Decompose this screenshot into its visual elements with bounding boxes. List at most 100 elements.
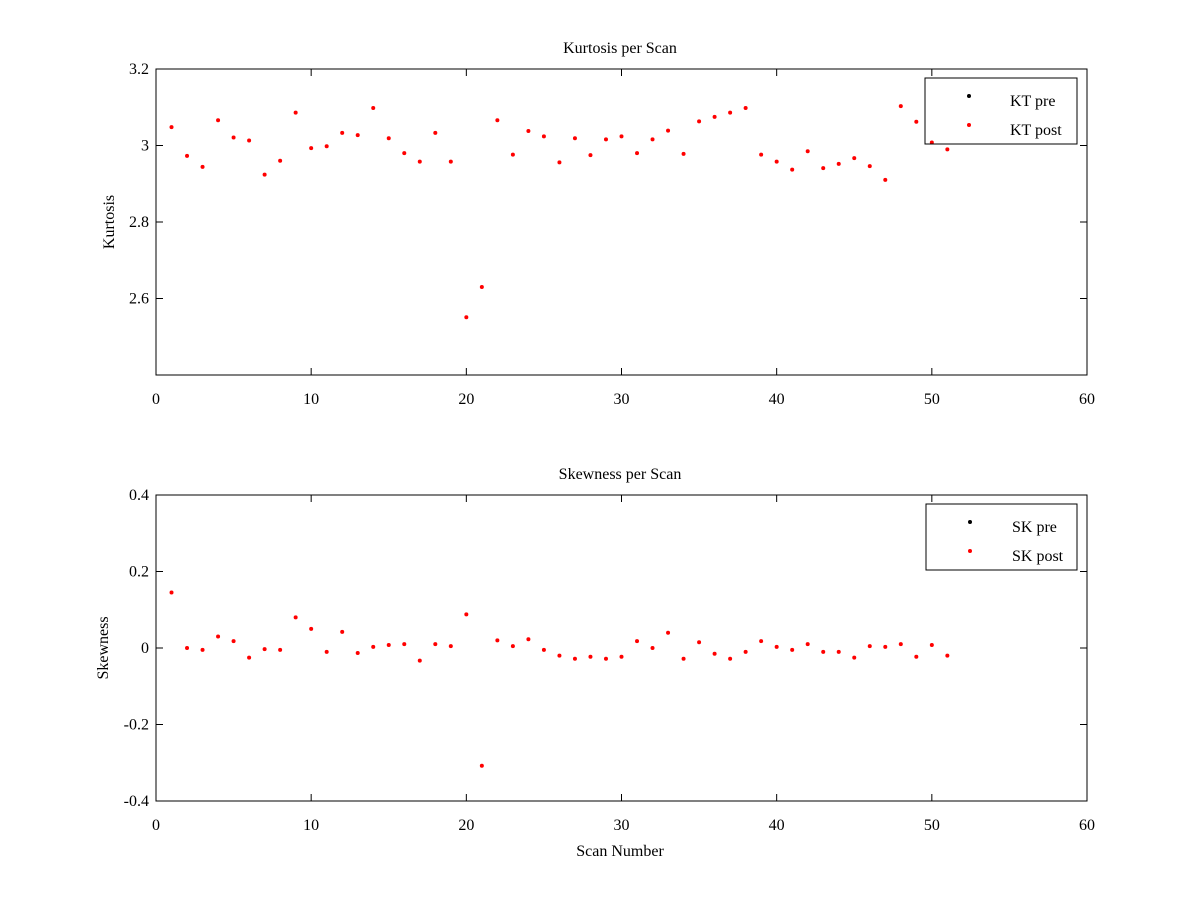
data-point-kt-post	[681, 151, 686, 156]
x-tick-label: 10	[303, 391, 319, 408]
legend: SK pre SK post	[925, 503, 1078, 571]
legend-label-sk-pre: SK pre	[1012, 519, 1057, 536]
data-point-kt-post	[588, 153, 593, 158]
y-tick-label: 2.6	[129, 291, 149, 308]
data-point-kt-post	[479, 285, 484, 290]
data-point-kt-post	[185, 153, 190, 158]
legend-label-kt-post: KT post	[1010, 122, 1062, 139]
data-point-sk-post	[324, 649, 329, 654]
chart-title: Kurtosis per Scan	[563, 40, 677, 57]
data-point-kt-post	[572, 136, 577, 141]
data-point-sk-post	[185, 646, 190, 650]
data-point-sk-post	[774, 644, 779, 649]
data-point-sk-post	[603, 656, 608, 661]
data-point-kt-post	[836, 161, 841, 166]
data-point-kt-post	[603, 137, 608, 142]
data-point-sk-post	[635, 639, 640, 644]
data-point-sk-post	[448, 644, 453, 649]
data-point-kt-post	[743, 106, 748, 111]
x-tick-label: 30	[614, 391, 630, 408]
data-point-sk-post	[464, 612, 469, 617]
legend: KT pre KT post	[924, 77, 1078, 145]
data-point-kt-post	[371, 106, 376, 111]
x-tick-label: 60	[1079, 391, 1095, 408]
data-point-sk-post	[867, 644, 872, 649]
data-point-sk-post	[821, 649, 826, 654]
data-point-sk-post	[914, 654, 919, 659]
legend-box	[925, 503, 1078, 571]
data-point-kt-post	[666, 128, 671, 133]
data-point-sk-post	[588, 654, 593, 659]
y-axis-label: Kurtosis	[101, 195, 118, 249]
data-point-sk-post	[541, 647, 546, 652]
data-point-kt-post	[728, 110, 733, 115]
data-point-kt-post	[790, 167, 795, 172]
data-point-kt-post	[417, 159, 422, 164]
data-point-sk-post	[371, 644, 376, 649]
data-point-kt-post	[495, 118, 500, 123]
data-point-sk-post	[231, 639, 236, 644]
data-point-kt-post	[448, 159, 453, 164]
data-point-sk-post	[417, 658, 422, 663]
data-point-sk-post	[247, 655, 252, 660]
axis-ticks: 0 10 20 30 40 50 60 -0.4 -0.2 0 0.2 0.4	[124, 487, 1095, 834]
data-point-kt-post	[635, 151, 640, 156]
data-point-kt-post	[247, 138, 252, 143]
data-point-sk-post	[898, 642, 903, 647]
x-axis-label: Scan Number	[576, 843, 664, 860]
y-tick-label: 3	[141, 138, 149, 155]
legend-box	[924, 77, 1078, 145]
y-tick-label: -0.2	[124, 717, 149, 734]
data-point-kt-post	[774, 159, 779, 164]
y-tick-label: 0	[141, 640, 149, 657]
plot-area-frame	[155, 494, 1088, 802]
data-point-kt-post	[231, 135, 236, 140]
data-point-sk-post	[526, 637, 531, 642]
data-point-kt-post	[929, 140, 934, 145]
data-points	[169, 590, 950, 768]
x-tick-label: 40	[769, 391, 785, 408]
data-point-kt-post	[216, 118, 221, 123]
legend-marker-kt-post	[967, 123, 971, 127]
data-point-kt-post	[712, 114, 717, 119]
data-point-kt-post	[324, 144, 329, 149]
x-tick-label: 50	[924, 817, 940, 834]
legend-marker-sk-pre	[968, 520, 972, 524]
chart-title: Skewness per Scan	[559, 466, 682, 483]
data-point-sk-post	[805, 642, 810, 647]
y-tick-label: -0.4	[124, 793, 149, 810]
data-point-kt-post	[169, 125, 174, 130]
data-point-kt-post	[386, 136, 391, 141]
data-point-kt-post	[914, 119, 919, 124]
data-point-sk-post	[433, 642, 438, 647]
data-point-sk-post	[200, 647, 205, 652]
plot-area-frame	[155, 68, 1088, 376]
data-point-kt-post	[619, 134, 624, 139]
data-point-sk-post	[557, 653, 562, 658]
x-tick-label: 20	[458, 817, 474, 834]
axis-ticks: 0 10 20 30 40 50 60 2.6 2.8 3 3.2	[129, 61, 1095, 408]
data-point-sk-post	[479, 763, 484, 768]
y-tick-label: 3.2	[129, 61, 149, 78]
data-point-sk-post	[852, 655, 857, 660]
data-point-sk-post	[402, 642, 407, 647]
data-point-kt-post	[293, 110, 298, 115]
y-tick-label: 2.8	[129, 214, 149, 231]
data-point-kt-post	[852, 156, 857, 161]
data-point-kt-post	[510, 152, 515, 157]
data-point-sk-post	[355, 650, 360, 655]
data-point-kt-post	[200, 164, 205, 169]
data-point-sk-post	[929, 642, 934, 647]
x-tick-label: 10	[303, 817, 319, 834]
data-point-sk-post	[743, 649, 748, 654]
data-point-sk-post	[790, 647, 795, 652]
y-axis-label: Skewness	[95, 616, 112, 679]
data-point-sk-post	[883, 644, 888, 649]
x-tick-label: 50	[924, 391, 940, 408]
data-point-kt-post	[278, 158, 283, 163]
data-point-sk-post	[697, 640, 702, 645]
data-point-sk-post	[293, 615, 298, 620]
data-point-kt-post	[883, 177, 888, 182]
data-point-kt-post	[262, 172, 267, 177]
